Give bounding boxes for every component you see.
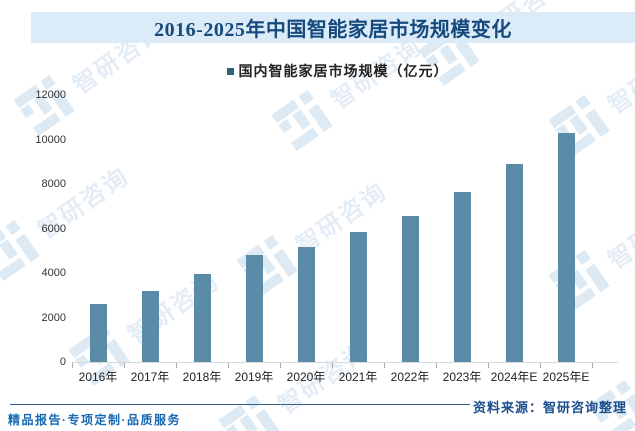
x-axis-tick-mark bbox=[280, 363, 281, 368]
bar-2017年 bbox=[141, 290, 159, 362]
y-tick-label-8000: 8000 bbox=[41, 178, 66, 190]
x-axis-tick-mark bbox=[332, 363, 333, 368]
bar-2020年 bbox=[297, 247, 315, 362]
bar-2016年 bbox=[89, 304, 107, 362]
x-axis-tick-mark bbox=[176, 363, 177, 368]
bar-2022年 bbox=[401, 216, 419, 362]
plot-area bbox=[72, 95, 618, 368]
y-tick-label-6000: 6000 bbox=[41, 222, 66, 235]
x-axis-tick-mark bbox=[488, 363, 489, 368]
x-axis-tick-mark bbox=[592, 363, 593, 368]
y-tick-label-2000: 2000 bbox=[41, 311, 66, 324]
x-tick-label-2023年: 2023年 bbox=[442, 370, 482, 384]
zhiyan-logo-icon bbox=[218, 394, 280, 431]
x-axis-tick-mark bbox=[436, 363, 437, 368]
y-tick-label-10000: 10000 bbox=[35, 133, 66, 146]
x-tick-label-2018年: 2018年 bbox=[182, 370, 222, 384]
x-axis-tick-mark bbox=[72, 363, 73, 368]
x-tick-label-2016年: 2016年 bbox=[78, 370, 118, 384]
x-axis-tick-mark bbox=[540, 363, 541, 368]
y-axis: 0 2000 4000 6000 8000 10000 12000 bbox=[0, 89, 66, 368]
x-tick-label-2020年: 2020年 bbox=[286, 370, 326, 384]
legend-marker-icon bbox=[226, 67, 234, 75]
title-band: 2016-2025年中国智能家居市场规模变化 bbox=[31, 12, 635, 43]
bar-2018年 bbox=[193, 274, 211, 362]
legend-label: 国内智能家居市场规模（亿元） bbox=[238, 63, 449, 79]
y-tick-label-4000: 4000 bbox=[41, 267, 66, 279]
x-axis-tick-mark bbox=[384, 363, 385, 368]
x-tick-label-2022年: 2022年 bbox=[390, 370, 430, 384]
footer-divider bbox=[10, 404, 470, 405]
legend: 国内智能家居市场规模（亿元） bbox=[40, 61, 635, 81]
bar-2024年E bbox=[505, 163, 523, 362]
data-source-label: 资料来源：智研咨询整理 bbox=[472, 400, 627, 415]
bar-2025年E bbox=[557, 132, 575, 362]
bar-2019年 bbox=[245, 255, 263, 362]
bar-2023年 bbox=[453, 191, 471, 362]
x-axis-tick-mark bbox=[228, 363, 229, 368]
services-tagline: 精品报告·专项定制·品质服务 bbox=[8, 413, 181, 427]
x-axis: 2016年 2017年 2018年 2019年 2020年 2021年 2022年 2023年… bbox=[72, 368, 618, 384]
x-tick-label-2019年: 2019年 bbox=[234, 370, 274, 384]
x-tick-label-2021年: 2021年 bbox=[338, 370, 378, 384]
y-tick-label-12000: 12000 bbox=[35, 89, 66, 101]
x-tick-label-2025年E: 2025年E bbox=[542, 370, 590, 384]
bar-2021年 bbox=[349, 231, 367, 362]
x-tick-label-2024年E: 2024年E bbox=[490, 370, 538, 384]
chart-title: 2016-2025年中国智能家居市场规模变化 bbox=[154, 19, 512, 41]
y-tick-label-0: 0 bbox=[59, 356, 66, 368]
x-tick-label-2017年: 2017年 bbox=[130, 370, 170, 384]
